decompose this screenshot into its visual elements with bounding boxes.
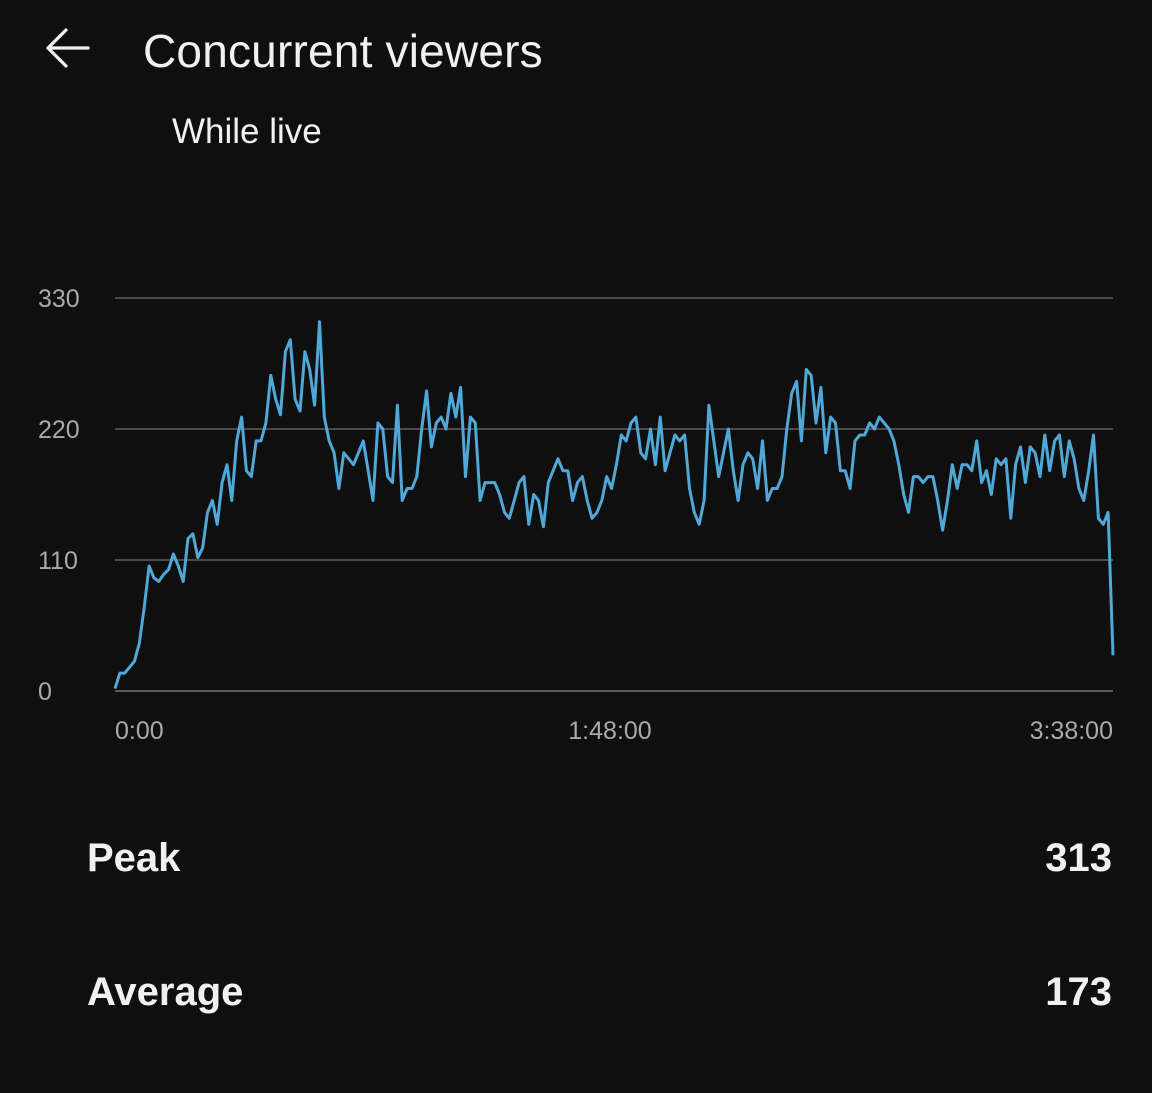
peak-value: 313 [1045, 836, 1112, 880]
y-tick-label: 110 [38, 547, 78, 575]
arrow-left-icon [46, 28, 90, 68]
x-tick-label: 1:48:00 [568, 717, 651, 745]
concurrent-viewers-chart: 0 110 220 330 0:00 1:48:00 3:38:00 [38, 285, 1115, 745]
average-value: 173 [1045, 970, 1112, 1014]
y-tick-label: 0 [38, 678, 52, 706]
average-label: Average [87, 970, 244, 1014]
page-title: Concurrent viewers [143, 25, 543, 77]
average-row: Average 173 [87, 970, 1112, 1015]
x-tick-label: 3:38:00 [1030, 717, 1113, 745]
y-tick-label: 330 [38, 285, 80, 313]
chart-subtitle: While live [172, 112, 322, 151]
back-button[interactable] [40, 22, 96, 74]
x-tick-label: 0:00 [115, 717, 164, 745]
peak-label: Peak [87, 836, 181, 880]
peak-row: Peak 313 [87, 836, 1112, 881]
y-tick-label: 220 [38, 416, 80, 444]
viewers-series-line [113, 320, 1115, 690]
